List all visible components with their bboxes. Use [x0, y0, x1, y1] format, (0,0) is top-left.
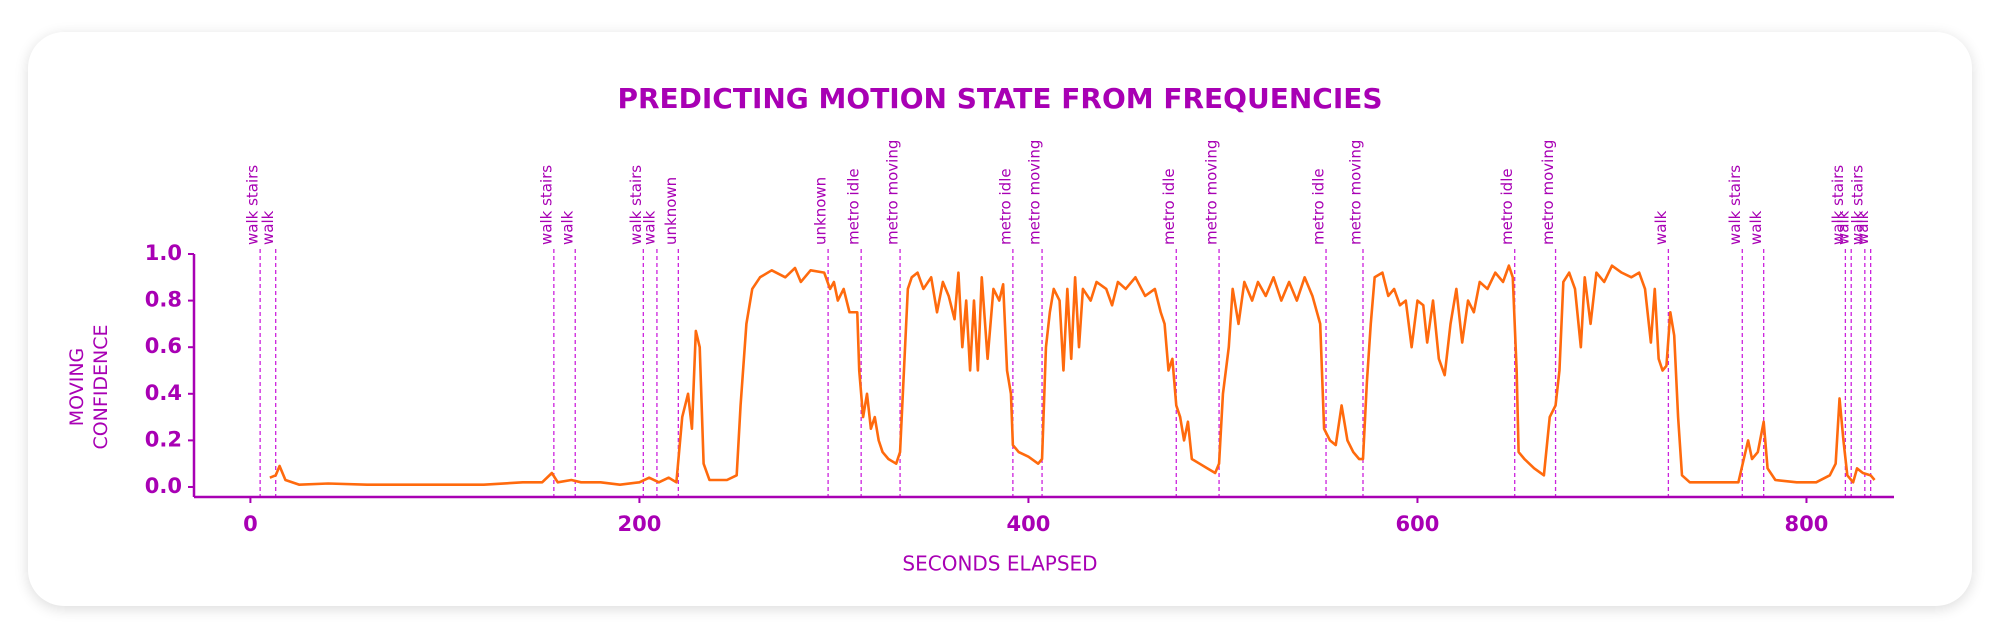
- x-tick-label: 600: [1396, 512, 1440, 536]
- x-tick-label: 200: [618, 512, 662, 536]
- x-tick-label: 0: [243, 512, 258, 536]
- event-label: walk stairs: [627, 165, 645, 245]
- event-label: metro idle: [1498, 168, 1516, 245]
- y-tick-label: 0.6: [145, 334, 182, 358]
- event-label: walk: [1652, 210, 1670, 245]
- y-tick-label: 0.4: [145, 381, 182, 405]
- y-tick-label: 1.0: [145, 241, 182, 265]
- event-label: walk stairs: [537, 165, 555, 245]
- event-label: walk stairs: [1848, 165, 1866, 245]
- event-label: walk stairs: [1829, 165, 1847, 245]
- series-line: [269, 264, 1876, 486]
- event-label: walk: [259, 210, 277, 245]
- y-tick-label: 0.8: [145, 288, 182, 312]
- x-tick-label: 800: [1785, 512, 1829, 536]
- event-label: walk: [1854, 210, 1872, 245]
- event-label: metro idle: [1160, 168, 1178, 245]
- event-label: metro moving: [884, 140, 902, 245]
- event-label: metro idle: [1310, 168, 1328, 245]
- event-label: metro moving: [1026, 140, 1044, 245]
- event-label: metro idle: [996, 168, 1014, 245]
- event-label: walk: [1747, 210, 1765, 245]
- chart-title: PREDICTING MOTION STATE FROM FREQUENCIES: [617, 82, 1382, 115]
- event-label: walk stairs: [1726, 165, 1744, 245]
- y-axis-label: MOVING CONFIDENCE: [66, 324, 112, 449]
- y-tick-label: 0.0: [145, 474, 182, 498]
- event-label: metro moving: [1203, 140, 1221, 245]
- event-label: walk: [1835, 210, 1853, 245]
- event-label: metro idle: [845, 168, 863, 245]
- event-label: unknown: [812, 177, 830, 245]
- x-axis-label: SECONDS ELAPSED: [902, 552, 1097, 576]
- event-label: metro moving: [1539, 140, 1557, 245]
- event-label: walk: [559, 210, 577, 245]
- event-label: unknown: [662, 177, 680, 245]
- x-tick-label: 400: [1007, 512, 1051, 536]
- event-label: walk: [640, 210, 658, 245]
- event-label: walk stairs: [244, 165, 262, 245]
- event-label: metro moving: [1346, 140, 1364, 245]
- y-tick-label: 0.2: [145, 427, 182, 451]
